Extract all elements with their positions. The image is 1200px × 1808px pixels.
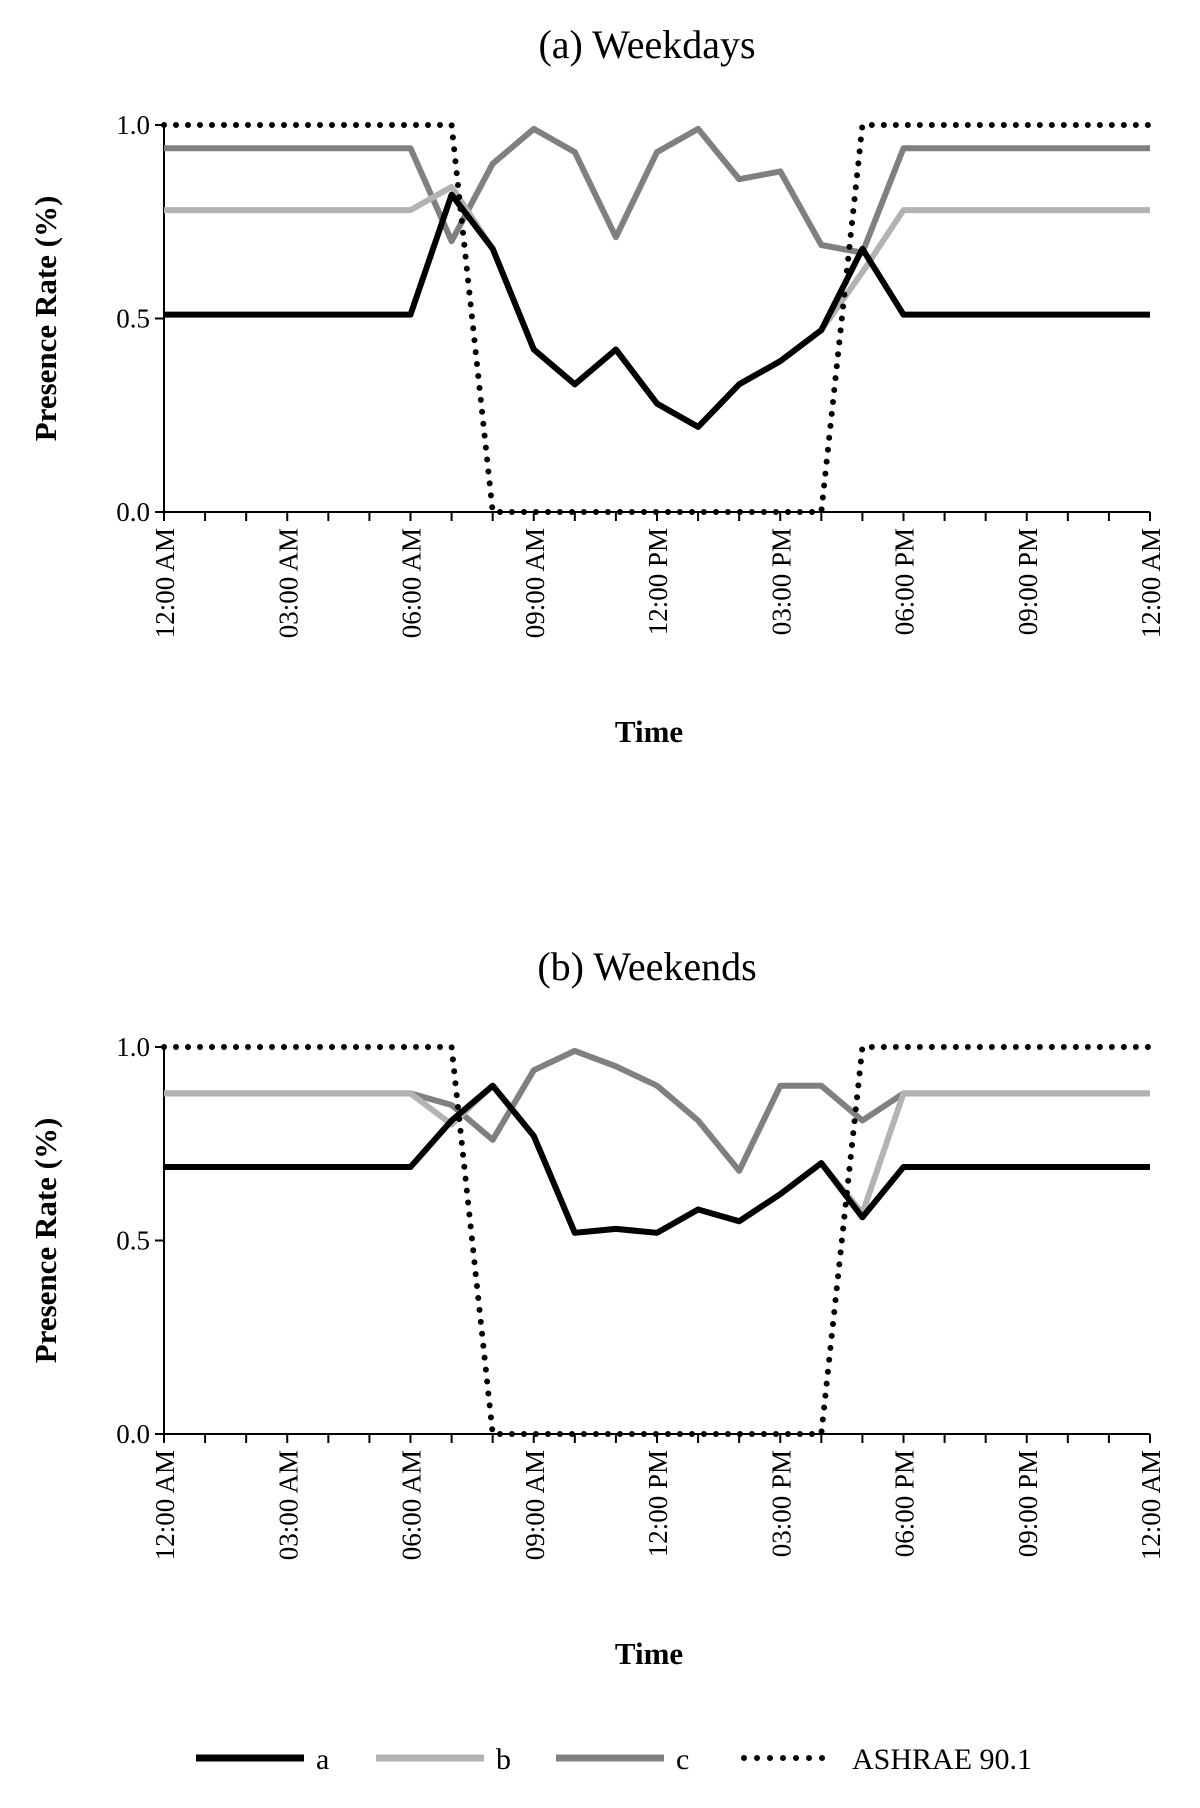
series-line-ashrae-90-1	[161, 1044, 1153, 1437]
legend-label: ASHRAE 90.1	[852, 1743, 1032, 1776]
weekdays-panel: (a) Weekdays 0.0 0.5 1.0 12:00 AM 03:00 AM 06:…	[28, 22, 1166, 749]
series-line-c	[164, 1047, 1150, 1174]
legend-label: c	[676, 1743, 689, 1776]
y-tick-label: 0.5	[116, 1226, 150, 1256]
x-tick-label: 09:00 AM	[520, 1450, 550, 1560]
legend: a b c ASHRAE 90.1	[196, 1743, 1032, 1776]
y-tick-label: 0.0	[116, 1419, 150, 1449]
x-tick-label: 12:00 PM	[643, 1450, 673, 1557]
series-line-ashrae-90-1	[161, 122, 1153, 515]
series-line-a	[164, 1082, 1150, 1236]
x-tick-label: 12:00 AM	[1136, 1450, 1166, 1560]
x-tick-label: 06:00 PM	[890, 528, 920, 635]
x-tick-label: 03:00 PM	[766, 528, 796, 635]
y-axis-label: Presence Rate (%)	[28, 196, 63, 442]
weekends-panel: (b) Weekends 0.0 0.5 1.0 12:00 AM 03:00 AM 06:…	[28, 944, 1166, 1671]
x-tick-label: 12:00 AM	[150, 1450, 180, 1560]
x-tick-label: 09:00 PM	[1013, 1450, 1043, 1557]
series-line-b	[164, 183, 1150, 430]
x-tick-label: 12:00 AM	[150, 528, 180, 638]
legend-label: a	[316, 1743, 329, 1776]
x-tick-label: 09:00 PM	[1013, 528, 1043, 635]
x-tick-label: 06:00 AM	[397, 1450, 427, 1560]
series-line-b	[164, 1082, 1150, 1236]
legend-label: b	[496, 1743, 511, 1776]
y-tick-label: 0.5	[116, 304, 150, 334]
x-axis-label: Time	[615, 714, 683, 749]
y-tick-label: 0.0	[116, 497, 150, 527]
x-tick-label: 03:00 AM	[273, 1450, 303, 1560]
x-tick-label: 06:00 PM	[890, 1450, 920, 1557]
x-tick-label: 12:00 AM	[1136, 528, 1166, 638]
y-tick-label: 1.0	[116, 1032, 150, 1062]
chart-title: (b) Weekends	[537, 944, 756, 989]
x-axis-label: Time	[615, 1636, 683, 1671]
x-tick-label: 03:00 PM	[766, 1450, 796, 1557]
y-axis-label: Presence Rate (%)	[28, 1118, 63, 1364]
x-tick-label: 12:00 PM	[643, 528, 673, 635]
x-tick-label: 06:00 AM	[397, 528, 427, 638]
x-tick-label: 09:00 AM	[520, 528, 550, 638]
y-tick-label: 1.0	[116, 110, 150, 140]
series-line-c	[164, 125, 1150, 256]
chart-title: (a) Weekdays	[538, 22, 755, 67]
series-line-a	[164, 191, 1150, 430]
x-tick-label: 03:00 AM	[273, 528, 303, 638]
